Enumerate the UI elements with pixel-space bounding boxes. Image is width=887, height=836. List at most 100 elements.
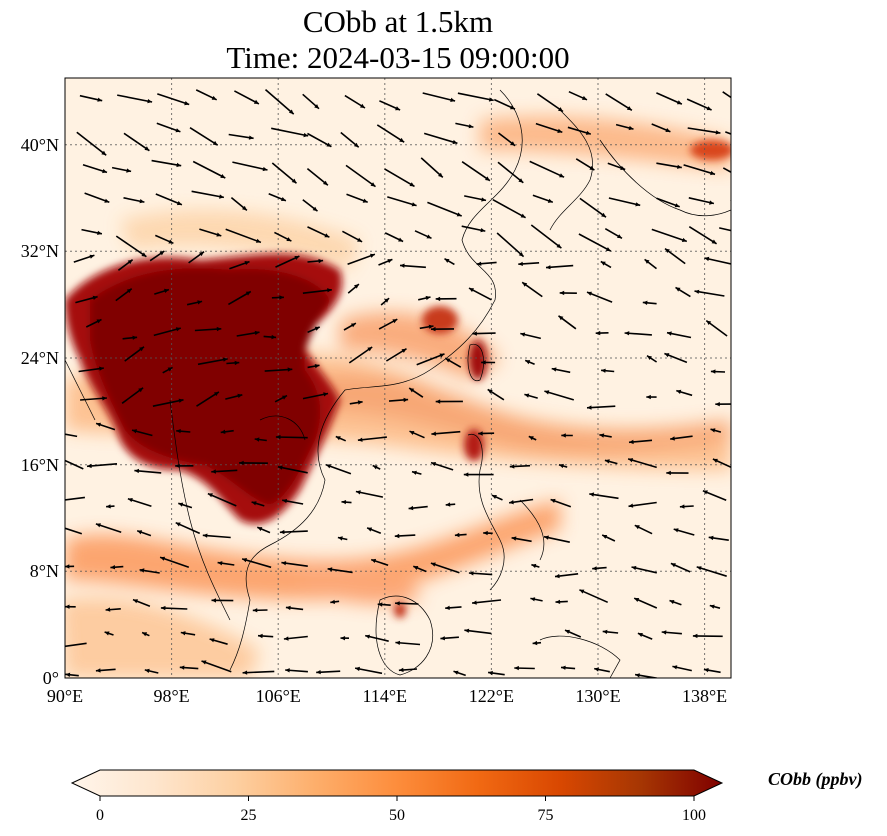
wind-arrow-head [197,300,203,305]
wind-arrow-head [476,261,482,266]
wind-arrow-head [463,472,469,477]
wind-arrow-head [242,670,248,675]
wind-arrow-head [435,296,441,302]
wind-arrow-head [628,125,634,131]
wind-arrow-head [167,367,173,372]
colorbar-label: CObb (ppbv) [768,769,863,789]
wind-arrow-head [354,284,359,289]
wind-arrow [354,667,383,675]
wind-arrow [416,353,445,366]
wind-arrow-head [445,605,450,610]
map-frame [64,77,732,679]
wind-arrow-head [674,203,680,208]
wind-arrow-head [676,100,682,105]
wind-arrow-head [340,636,346,641]
wind-arrow-head [488,97,494,102]
wind-arrow-head [337,536,343,541]
lat-axis: 0° 8°N 16°N 24°N 32°N 40°N [21,135,59,688]
wind-arrow-head [669,600,675,605]
wind-arrow [719,227,731,232]
wind-arrow-head [367,347,373,352]
wind-arrow-head [285,668,290,673]
wind-arrow-head [257,527,263,532]
wind-arrow-head [168,239,174,244]
wind-arrow [423,132,458,145]
wind-arrow [656,92,683,105]
wind-arrow [302,289,332,294]
wind-arrow-head [335,436,341,441]
wind-arrow [355,490,384,498]
wind-arrow-head [676,389,682,394]
wind-arrow-head [647,355,652,360]
wind-arrow-head [511,536,517,541]
wind-arrow-head [137,530,143,535]
wind-arrow-head [514,665,519,671]
wind-arrow-head [530,597,536,602]
wind-arrow [461,161,491,182]
wind-arrow [65,459,84,470]
wind-arrow-head [357,237,363,242]
wind-arrow-head [453,670,459,675]
wind-arrow-head [372,465,378,470]
wind-arrow-head [248,135,254,140]
wind-arrow [348,346,373,364]
wind-arrow-head [104,631,110,636]
wind-arrow-head [679,504,685,509]
wind-arrow [86,463,118,468]
wind-arrow-head [602,535,608,539]
wind-arrow-head [487,389,493,394]
wind-arrow [192,160,226,179]
wind-arrow-head [481,197,486,202]
wind-arrow-head [139,346,144,352]
wind-arrow [605,93,633,111]
wind-arrow-head [664,353,670,358]
wind-arrow-head [102,168,107,174]
wind-arrow-head [341,500,347,505]
wind-arrow [65,433,78,438]
wind-arrow-head [291,178,297,184]
wind-arrow-head [751,209,756,213]
lon-tick-label: 98°E [153,686,189,706]
wind-arrow-head [283,636,289,641]
wind-arrow-head [258,633,263,639]
wind-arrow-head [667,331,672,336]
wind-arrow-head [518,261,523,266]
wind-arrow-head [287,367,293,372]
wind-arrow-head [138,387,144,393]
wind-arrow-head [644,259,650,264]
wind-arrow-head [450,97,456,102]
wind-arrow [431,430,461,435]
wind-arrow [586,405,616,409]
wind-arrow-head [589,492,595,497]
wind-arrow-head [509,464,515,469]
wind-arrow-head [629,439,634,445]
wind-arrow-head [582,95,587,100]
wind-arrow-head [510,105,515,110]
wind-arrow-head [666,470,671,476]
wind-arrow-head [254,437,260,442]
wind-arrow [608,197,641,207]
lon-axis: 90°E 98°E 106°E 114°E 122°E 130°E 138°E [47,686,727,706]
wind-arrow-head [212,140,218,146]
wind-arrow-head [110,565,116,570]
wind-arrow [722,91,731,99]
lat-tick-label: 24°N [21,348,59,368]
wind-arrow-head [253,99,259,104]
wind-arrow-head [239,460,244,466]
wind-arrow [427,201,462,217]
wind-arrow-head [399,137,405,143]
wind-arrow-head [370,253,375,258]
wind-arrow-head [518,178,524,183]
colorbar: 0 25 50 75 100 [70,769,724,824]
wind-arrow [628,501,657,508]
wind-arrow [264,368,293,372]
wind-arrow-head [469,288,474,293]
wind-arrow [472,599,502,604]
wind-arrow-head [147,99,153,104]
wind-arrow-head [595,330,601,336]
wind-arrow-head [175,463,180,468]
wind-arrow-head [741,176,746,180]
wind-arrow-head [175,522,181,527]
wind-arrow [579,589,609,604]
wind-arrow-head [605,247,611,252]
